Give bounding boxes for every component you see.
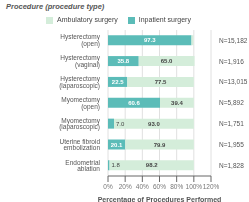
svg-text:97.3: 97.3: [144, 37, 156, 43]
svg-text:65.0: 65.0: [161, 58, 173, 64]
svg-text:Percentage of Procedures Perfo: Percentage of Procedures Performed: [98, 196, 222, 202]
svg-text:N=1,751: N=1,751: [219, 120, 241, 127]
svg-text:20%: 20%: [119, 183, 132, 190]
svg-text:120%: 120%: [203, 183, 220, 190]
svg-text:20.1: 20.1: [111, 142, 123, 148]
svg-text:Uterine fibroidembolization: Uterine fibroidembolization: [60, 138, 101, 152]
svg-text:40%: 40%: [136, 183, 149, 190]
svg-text:Hysterectomy(open): Hysterectomy(open): [60, 33, 100, 48]
svg-text:98.2: 98.2: [146, 162, 158, 168]
html-text:Inpatient surgery: Inpatient surgery: [138, 16, 191, 23]
svg-text:100%: 100%: [186, 183, 203, 190]
svg-text:39.4: 39.4: [171, 100, 183, 106]
svg-text:80%: 80%: [170, 183, 183, 190]
svg-text:79.9: 79.9: [154, 142, 166, 148]
svg-text:N=5,892: N=5,892: [219, 99, 241, 106]
svg-text:1.8: 1.8: [112, 162, 121, 168]
svg-text:Hysterectomy(vaginal): Hysterectomy(vaginal): [60, 54, 100, 69]
svg-text:0%: 0%: [103, 183, 113, 190]
svg-text:N=13,015: N=13,015: [219, 78, 241, 85]
svg-text:22.5: 22.5: [112, 79, 124, 85]
svg-text:N=15,182: N=15,182: [219, 37, 241, 44]
svg-text:93.0: 93.0: [148, 121, 160, 127]
svg-text:77.5: 77.5: [155, 79, 167, 85]
svg-text:Myomectomy(laparoscopic): Myomectomy(laparoscopic): [59, 117, 101, 132]
svg-text:60.6: 60.6: [128, 100, 140, 106]
svg-text:N=1,828: N=1,828: [219, 162, 241, 169]
svg-text:Hysterectomy(laparoscopic): Hysterectomy(laparoscopic): [59, 75, 101, 90]
svg-text:60%: 60%: [153, 183, 166, 190]
svg-text:7.0: 7.0: [116, 121, 125, 127]
html-text:Procedure (procedure type): Procedure (procedure type): [6, 2, 105, 11]
svg-text:N=1,955: N=1,955: [219, 141, 241, 148]
svg-text:Myomectomy(open): Myomectomy(open): [61, 96, 100, 111]
html-text:Ambulatory surgery: Ambulatory surgery: [57, 16, 118, 23]
svg-text:35.8: 35.8: [118, 58, 130, 64]
svg-text:Endometrialablation: Endometrialablation: [65, 159, 100, 173]
svg-text:N=1,916: N=1,916: [219, 58, 241, 65]
